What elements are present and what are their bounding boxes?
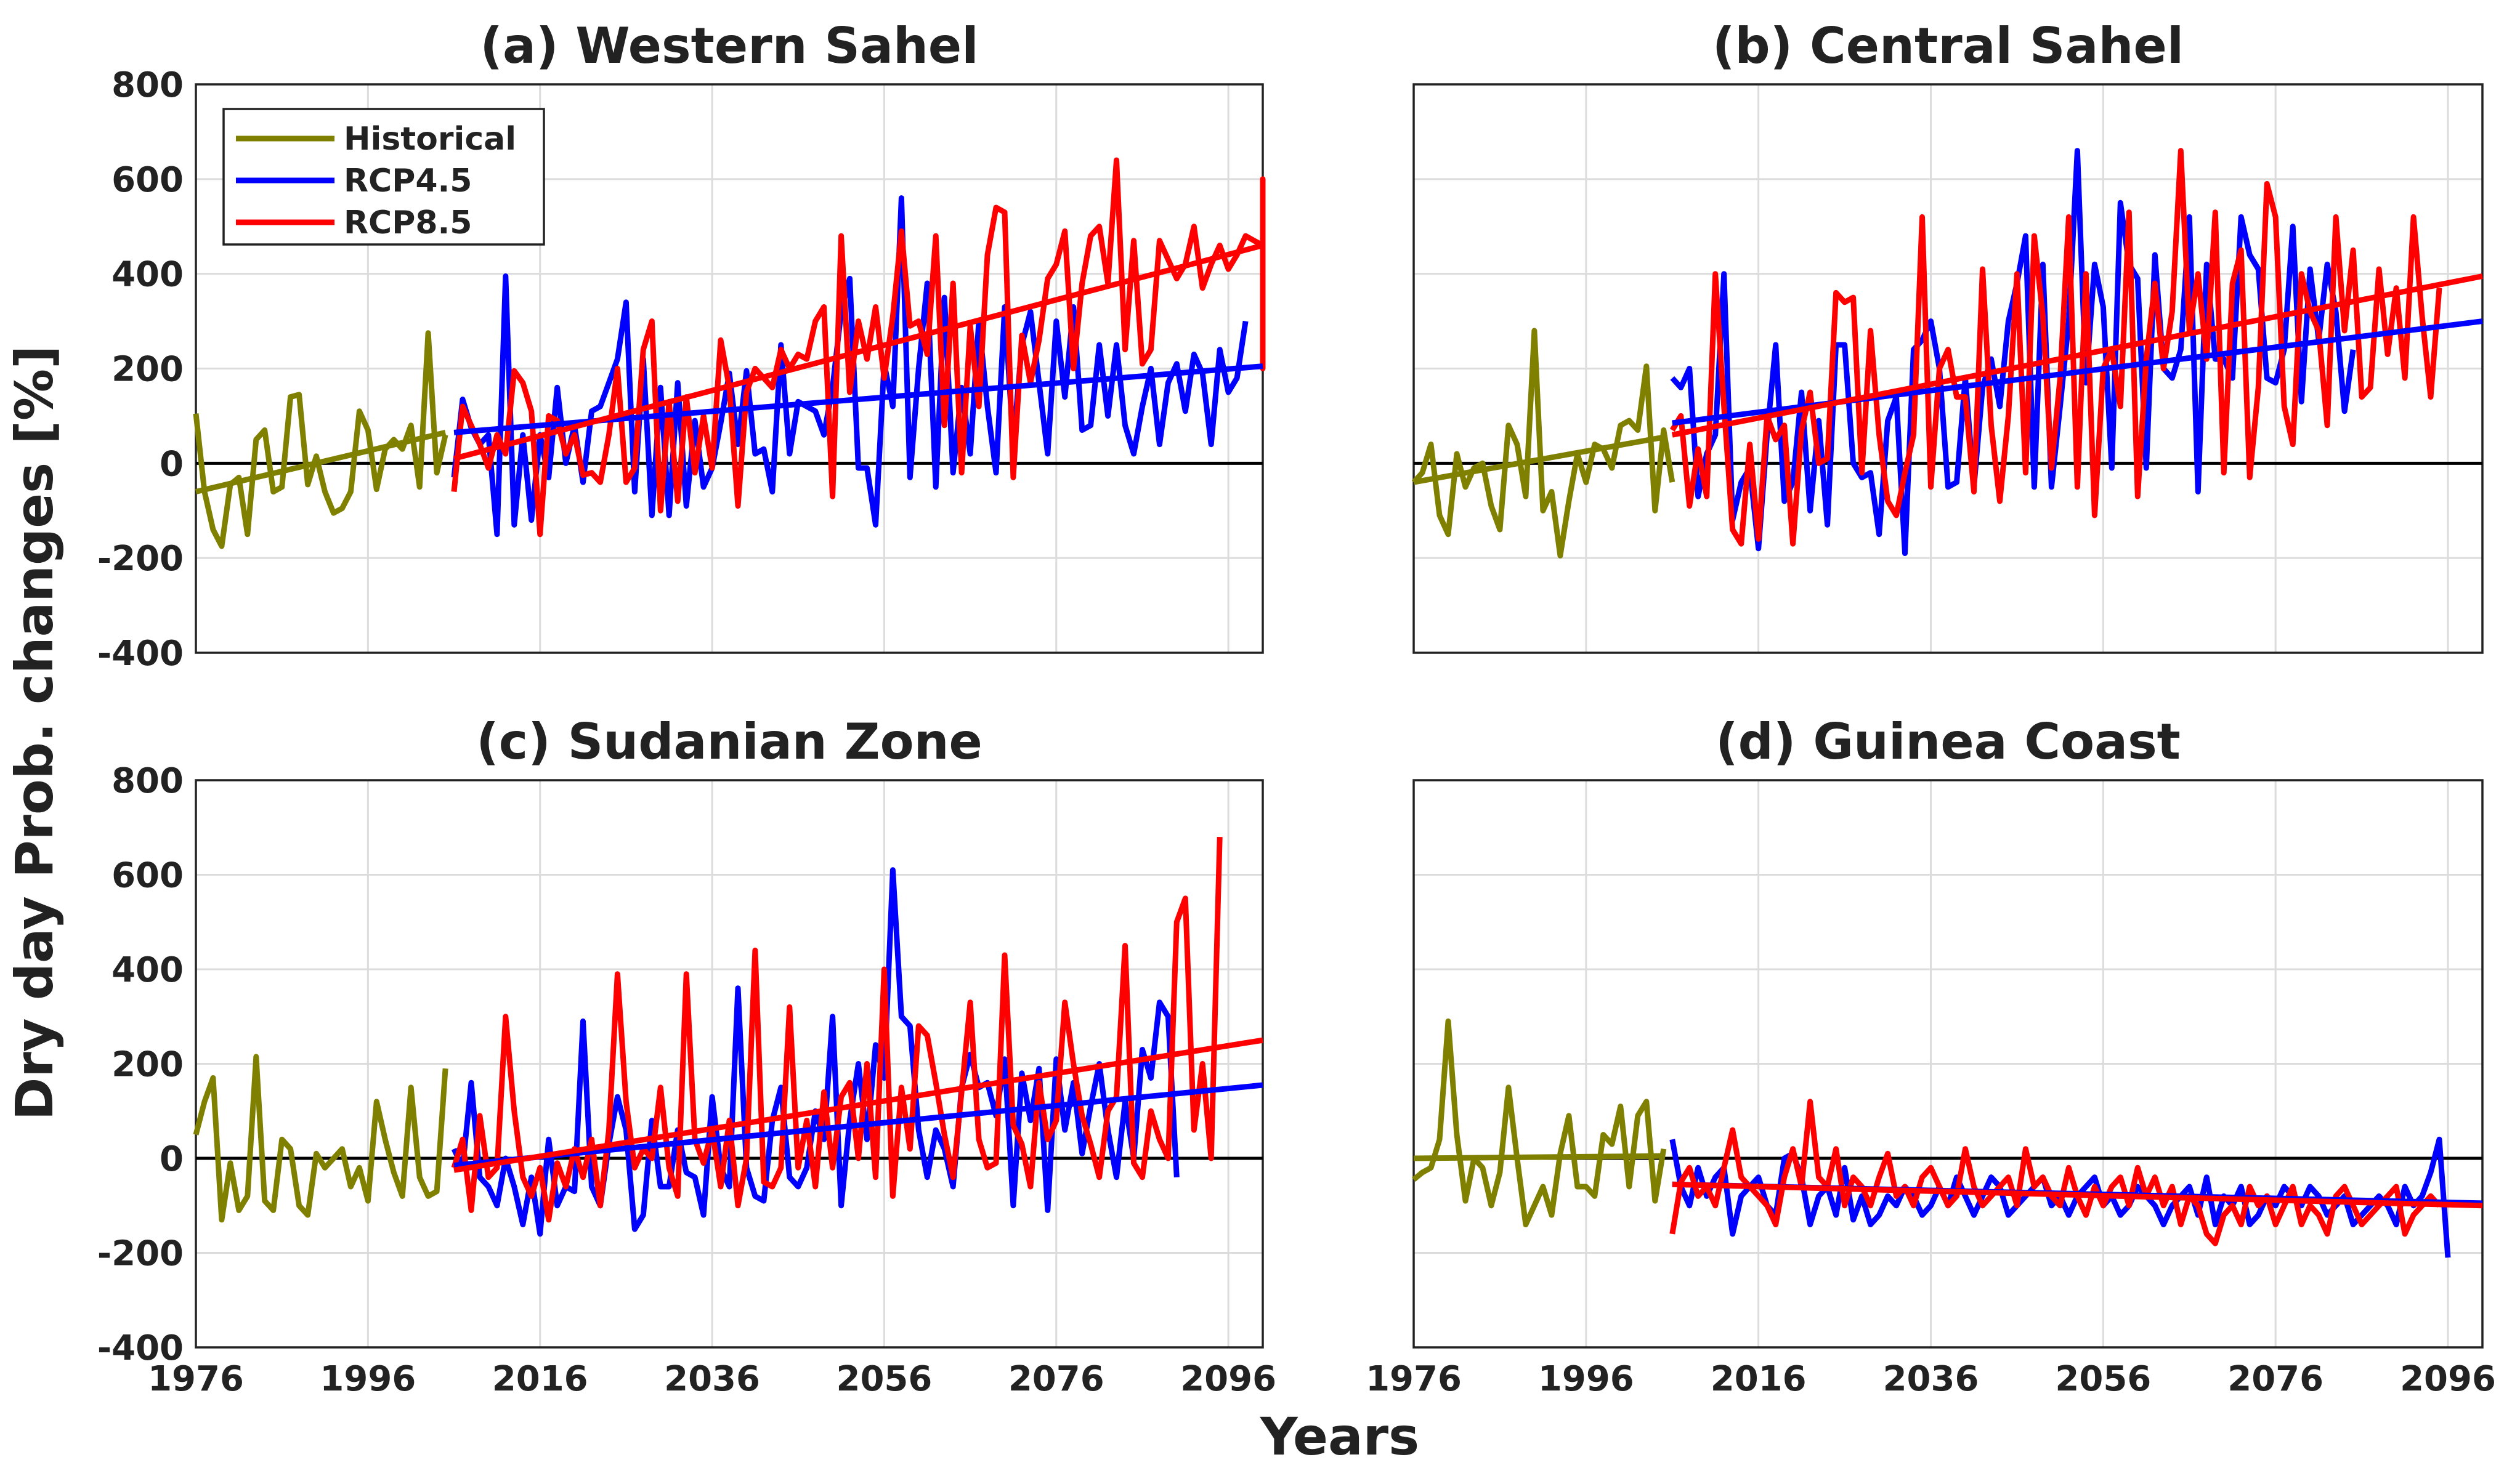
panel-title: (c) Sudanian Zone (476, 713, 982, 770)
x-tick-label: 2056 (836, 1359, 932, 1399)
panel-1: (b) Central Sahel (1411, 17, 2484, 654)
legend-box (222, 108, 545, 246)
series-rcp8-5 (1669, 148, 2442, 547)
legend-label: RCP8.5 (344, 204, 472, 241)
trend-rcp8-5-trend (1672, 1181, 2483, 1209)
trend-historical-trend (1413, 1153, 1664, 1161)
series-historical (1411, 328, 1675, 559)
trend-historical-trend (195, 429, 447, 494)
y-tick-label: 600 (111, 856, 184, 896)
trend-rcp4-5-trend (453, 1082, 1263, 1168)
trend-rcp8-5-trend (1671, 273, 2483, 438)
trend-historical-trend (1413, 434, 1664, 485)
panel-title: (a) Western Sahel (480, 17, 978, 75)
y-tick-label: 800 (111, 761, 184, 801)
y-tick-label: -400 (97, 634, 184, 674)
y-tick-label: 400 (111, 255, 184, 295)
panel-title: (d) Guinea Coast (1716, 713, 2181, 770)
y-tick-label: -200 (97, 1234, 184, 1274)
x-tick-label: 2056 (2055, 1359, 2151, 1399)
legend-label: RCP4.5 (344, 163, 472, 200)
y-tick-label: 800 (111, 65, 184, 105)
panel-3: 1976 1996 2016 2036 2056 2076 2096 (d) Guinea C… (1366, 713, 2496, 1399)
y-tick-label: 200 (111, 350, 184, 390)
y-tick-label: -200 (97, 539, 184, 579)
y-tick-label: 200 (111, 1045, 184, 1085)
panel-title: (b) Central Sahel (1712, 17, 2184, 75)
series-rcp8-5 (451, 157, 1266, 538)
panel-0: 800 600 400 200 0 -200 -400 (a) Western Sahel Hi… (97, 17, 1266, 674)
x-tick-label: 2096 (1180, 1359, 1276, 1399)
x-tick-label: 2076 (1008, 1359, 1104, 1399)
x-tick-label: 2076 (2227, 1359, 2324, 1399)
x-tick-label: 1996 (320, 1359, 416, 1399)
legend: Historical RCP4.5 RCP8.5 (222, 108, 545, 246)
y-tick-label: -400 (97, 1328, 184, 1368)
x-tick-label: 2016 (1711, 1359, 1807, 1399)
x-axis-label: Years (1260, 1406, 1419, 1467)
x-tick-label: 1976 (1366, 1359, 1462, 1399)
x-tick-label: 2036 (664, 1359, 760, 1399)
series-rcp8-5 (1669, 1099, 2442, 1246)
series-historical (1412, 1018, 1667, 1227)
x-tick-label: 2036 (1883, 1359, 1979, 1399)
trend-rcp8-5-trend (453, 243, 1264, 461)
x-tick-label: 1996 (1538, 1359, 1634, 1399)
y-tick-label: 0 (160, 444, 184, 484)
plot-frame (1412, 779, 2484, 1349)
series-historical (193, 1054, 448, 1223)
y-tick-label: 0 (160, 1139, 184, 1179)
x-tick-label: 2016 (492, 1359, 588, 1399)
y-tick-label: 400 (111, 950, 184, 990)
plot-frame (195, 779, 1264, 1349)
plot-frame (1412, 83, 2484, 654)
x-tick-label: 1976 (148, 1359, 244, 1399)
series-rcp8-5 (451, 836, 1223, 1223)
y-axis-label: Dry day Prob. changes [%] (4, 345, 65, 1121)
x-tick-label: 2096 (2400, 1359, 2496, 1399)
legend-label: Historical (344, 121, 516, 158)
series-rcp4-5 (451, 195, 1249, 538)
y-tick-label: 600 (111, 160, 184, 200)
trend-rcp8-5-trend (453, 1037, 1263, 1173)
